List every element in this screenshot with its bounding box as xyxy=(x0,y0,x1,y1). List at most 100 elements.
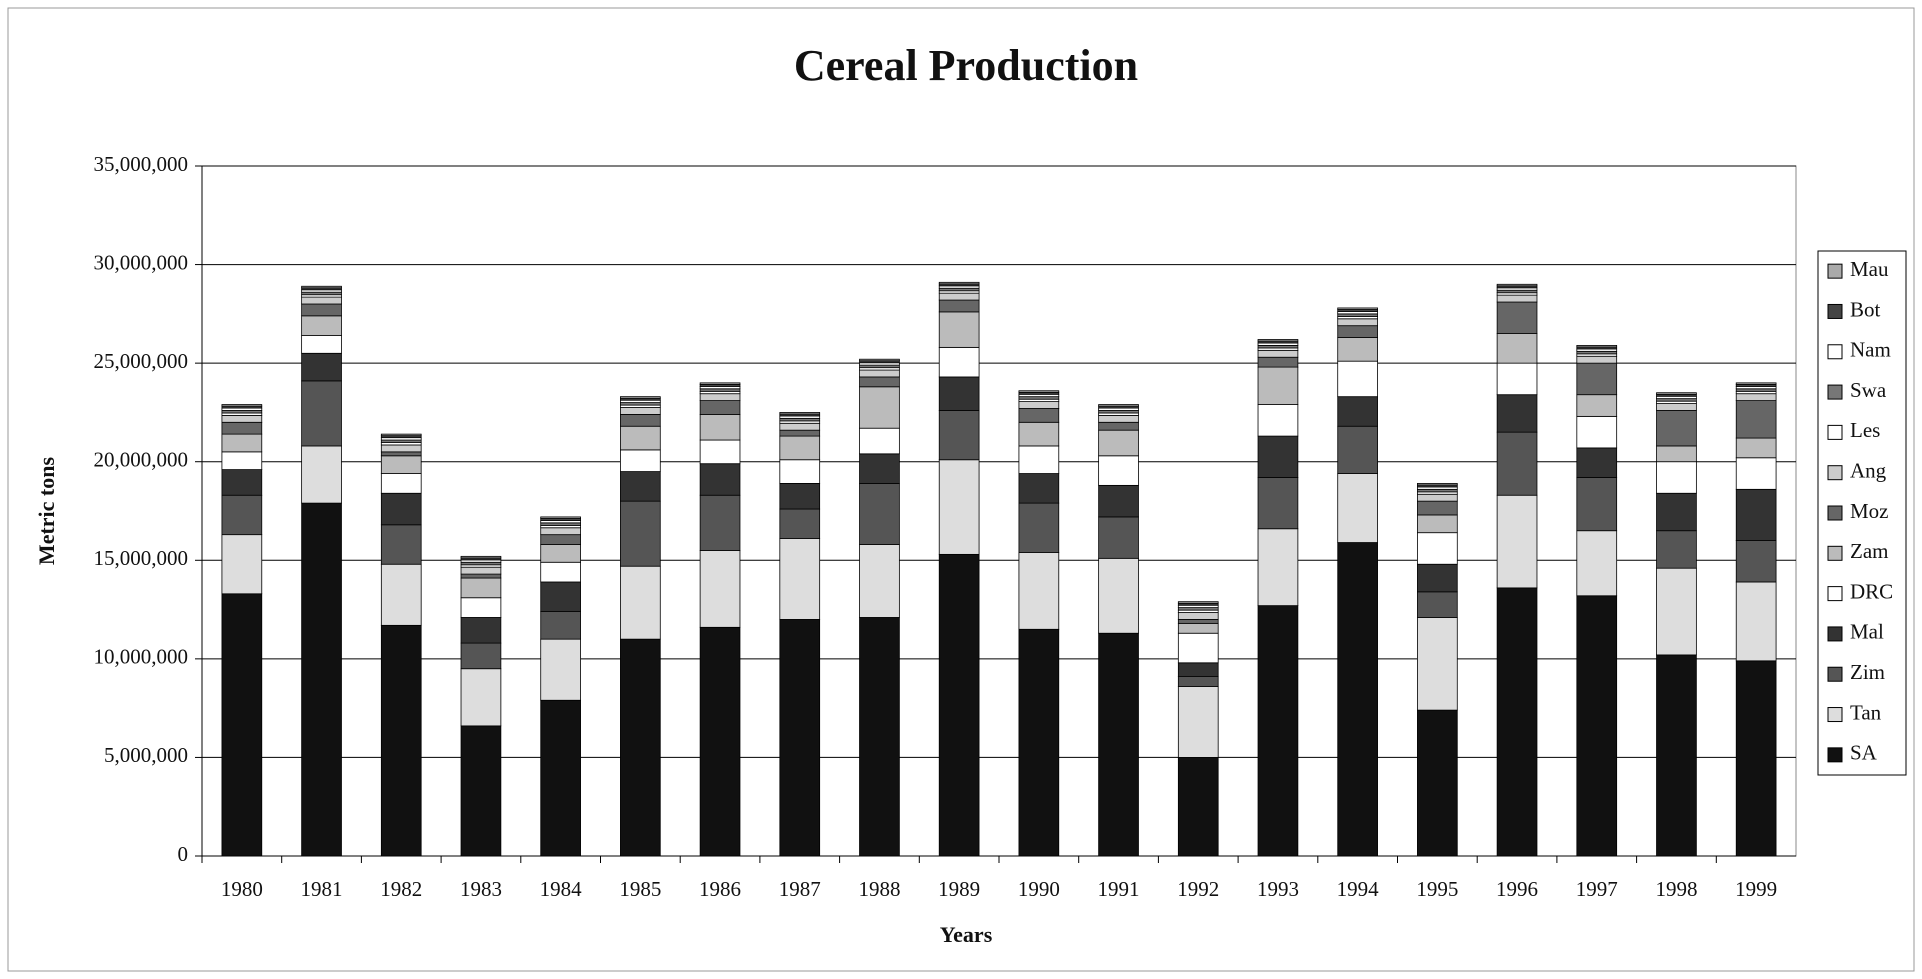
bar-segment xyxy=(779,508,821,539)
bar-segment xyxy=(779,619,821,857)
bar-segment xyxy=(1177,619,1219,624)
bar-segment xyxy=(1576,530,1618,597)
bar-segment xyxy=(1098,429,1139,457)
bar-segment xyxy=(540,534,581,545)
bar-segment xyxy=(620,425,661,451)
x-tick-label: 1994 xyxy=(1337,877,1380,901)
bar-segment xyxy=(779,429,821,437)
bar-segment xyxy=(1098,484,1139,518)
bar-segment xyxy=(1337,307,1378,310)
bar-segment xyxy=(1337,325,1378,338)
chart-border xyxy=(7,7,1915,972)
legend-label: Swa xyxy=(1850,378,1887,402)
bar-segment xyxy=(1496,394,1538,433)
x-tick-label: 1990 xyxy=(1018,877,1060,901)
bar-segment xyxy=(699,382,741,385)
x-axis-title: Years xyxy=(940,922,993,947)
x-tick-label: 1983 xyxy=(460,877,502,901)
bar-segment xyxy=(779,435,821,461)
bar-segment xyxy=(460,555,502,559)
bar-segment xyxy=(380,563,422,626)
bar-segment xyxy=(380,524,422,565)
bar-segment xyxy=(859,617,900,857)
bar-segment xyxy=(1417,514,1458,534)
bar-segment xyxy=(460,642,502,670)
bar-segment xyxy=(221,494,263,536)
bar-segment xyxy=(540,638,581,701)
bar-segment xyxy=(699,463,741,496)
bar-segment xyxy=(779,459,821,484)
bar-segment xyxy=(1417,500,1458,516)
bar-segment xyxy=(301,352,342,382)
x-tick-label: 1995 xyxy=(1416,877,1458,901)
bar-segment xyxy=(1576,362,1618,396)
bar-segment xyxy=(1417,563,1458,593)
x-tick-label: 1999 xyxy=(1735,877,1777,901)
bar-segment xyxy=(1656,392,1697,395)
legend-label: DRC xyxy=(1850,579,1893,603)
bar-segment xyxy=(699,400,741,415)
y-axis-title: Metric tons xyxy=(34,457,59,566)
bar-segment xyxy=(938,311,980,348)
bar-segment xyxy=(1257,528,1299,607)
bar-segment xyxy=(1576,394,1618,417)
bar-segment xyxy=(1337,425,1378,474)
bar-segment xyxy=(221,414,263,423)
bar-segment xyxy=(938,299,980,313)
bar-segment xyxy=(460,566,502,575)
bar-segment xyxy=(301,335,342,354)
bar-segment xyxy=(859,427,900,455)
bar-segment xyxy=(779,482,821,510)
bar-segment xyxy=(221,593,263,857)
bar-segment xyxy=(1735,581,1777,662)
x-tick-label: 1980 xyxy=(221,877,263,901)
bar-segment xyxy=(1656,445,1697,463)
x-tick-label: 1988 xyxy=(858,877,900,901)
bar-segment xyxy=(1735,437,1777,459)
bar-segment xyxy=(1098,632,1139,857)
bar-segment xyxy=(1098,557,1139,634)
chart-title: Cereal Production xyxy=(794,41,1138,90)
bar-segment xyxy=(1177,632,1219,664)
bar-segment xyxy=(1337,337,1378,362)
legend-swatch xyxy=(1827,545,1843,561)
bar-segment xyxy=(859,386,900,429)
legend-label: Moz xyxy=(1850,499,1889,523)
legend-label: Mal xyxy=(1850,620,1884,644)
bar-segment xyxy=(1337,318,1378,327)
bar-segment xyxy=(620,638,661,857)
bar-segment xyxy=(620,413,661,427)
bar-segment xyxy=(1018,421,1060,447)
bar-segment xyxy=(1018,390,1060,393)
bar-segment xyxy=(859,544,900,618)
bar-segment xyxy=(1735,488,1777,541)
bar-segment xyxy=(620,471,661,502)
bar-segment xyxy=(380,451,422,457)
bar-segment xyxy=(1735,540,1777,583)
bar-segment xyxy=(301,315,342,336)
bar-segment xyxy=(699,550,741,628)
y-tick-label: 10,000,000 xyxy=(94,645,189,669)
legend-swatch xyxy=(1827,505,1843,521)
bar-segment xyxy=(1496,333,1538,364)
bar-segment xyxy=(938,346,980,378)
bar-segment xyxy=(540,561,581,583)
bar-segment xyxy=(620,396,661,399)
bar-segment xyxy=(1018,552,1060,630)
legend-swatch xyxy=(1827,303,1843,319)
bar-segment xyxy=(1735,457,1777,490)
bar-segment xyxy=(540,611,581,640)
bar-segment xyxy=(620,500,661,567)
bar-segment xyxy=(301,296,342,305)
bar-segment xyxy=(699,393,741,402)
bar-segment xyxy=(540,516,581,519)
bar-segment xyxy=(1177,612,1219,620)
bar-segment xyxy=(1576,415,1618,449)
y-tick-label: 20,000,000 xyxy=(94,448,189,472)
bar-segment xyxy=(221,451,263,471)
bar-segment xyxy=(620,407,661,415)
bar-segment xyxy=(460,725,502,857)
x-tick-label: 1998 xyxy=(1655,877,1697,901)
bar-segment xyxy=(1496,301,1538,334)
